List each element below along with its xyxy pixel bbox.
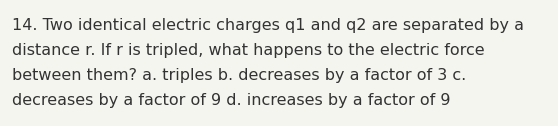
Text: decreases by a factor of 9 d. increases by a factor of 9: decreases by a factor of 9 d. increases … xyxy=(12,93,450,108)
Text: between them? a. triples b. decreases by a factor of 3 c.: between them? a. triples b. decreases by… xyxy=(12,68,466,83)
Text: 14. Two identical electric charges q1 and q2 are separated by a: 14. Two identical electric charges q1 an… xyxy=(12,18,524,33)
Text: distance r. If r is tripled, what happens to the electric force: distance r. If r is tripled, what happen… xyxy=(12,43,485,58)
